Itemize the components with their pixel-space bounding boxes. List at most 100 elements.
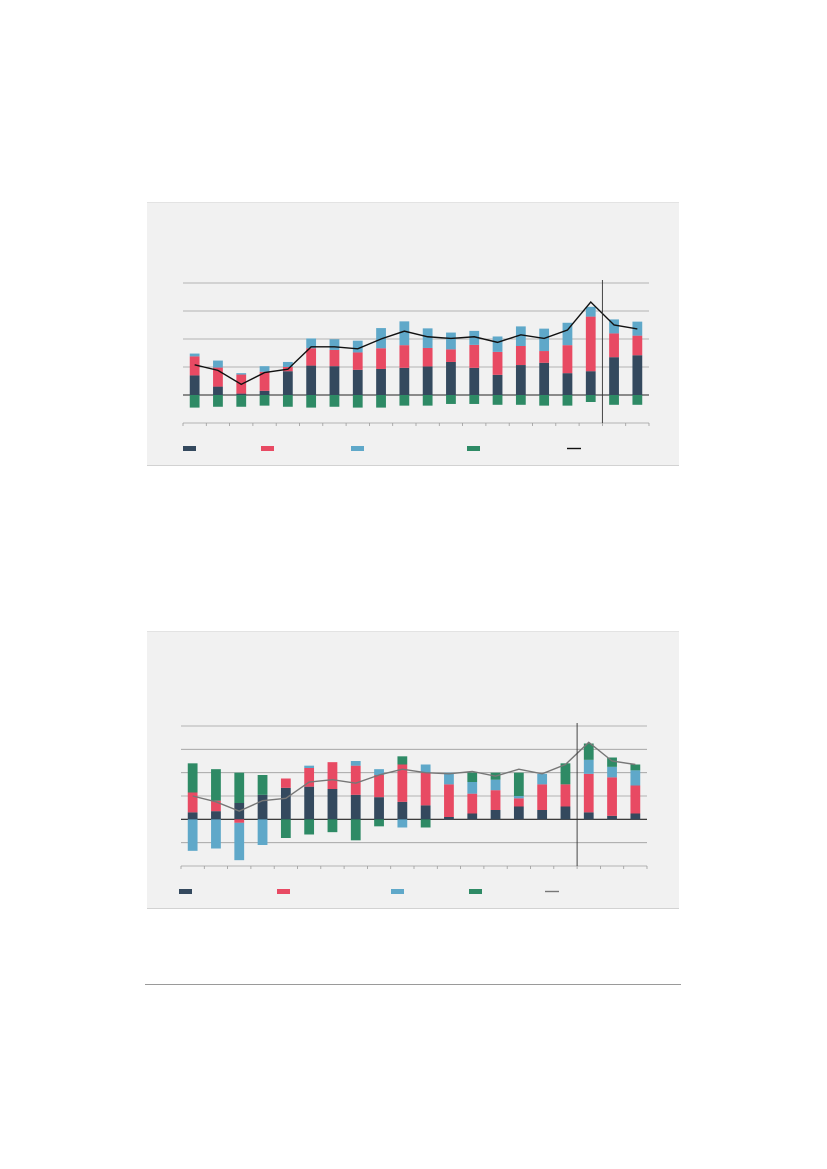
- legend-swatch: [469, 889, 482, 894]
- bar-segment: [560, 806, 571, 820]
- bar-segment: [213, 395, 223, 407]
- bar-segment: [327, 762, 338, 789]
- bar-segment: [329, 395, 340, 407]
- bar-segment: [446, 361, 456, 395]
- legend-swatch: [261, 446, 274, 451]
- bar-segment: [327, 789, 338, 820]
- bar-segment: [236, 373, 247, 375]
- bar-segment: [492, 395, 503, 405]
- bar-segment: [187, 812, 198, 820]
- bar-segment: [537, 773, 548, 785]
- bar-segment: [420, 819, 431, 828]
- bar-segment: [469, 330, 480, 345]
- bar-segment: [607, 815, 617, 820]
- bar-segment: [189, 356, 200, 376]
- bar-segment: [492, 336, 503, 352]
- bar-segment: [515, 365, 526, 395]
- bar-segment: [350, 819, 361, 841]
- bar-segment: [213, 360, 223, 368]
- bar-segment: [422, 347, 433, 367]
- bar-segment: [280, 787, 291, 820]
- bar-segment: [467, 772, 478, 782]
- bar-segment: [560, 763, 571, 785]
- stacked-bar-chart-2: [179, 723, 648, 894]
- bar-segment: [515, 346, 526, 366]
- bar-segment: [259, 395, 270, 406]
- bar-segment: [350, 765, 361, 795]
- bar-segment: [234, 822, 245, 861]
- bar-segment: [399, 395, 410, 406]
- legend-swatch: [351, 446, 364, 451]
- bar-segment: [234, 772, 245, 803]
- bar-segment: [376, 348, 386, 369]
- bar-segment: [444, 772, 454, 785]
- bar-segment: [280, 819, 291, 838]
- bar-segment: [469, 344, 480, 368]
- bar-segment: [583, 812, 594, 820]
- bar-segment: [490, 790, 501, 810]
- bar-segment: [446, 332, 456, 350]
- bar-segment: [422, 395, 433, 406]
- bar-segment: [374, 797, 384, 820]
- bar-segment: [562, 345, 573, 374]
- bar-segment: [585, 316, 596, 372]
- legend-swatch: [467, 446, 480, 451]
- bar-segment: [562, 322, 573, 346]
- bar-segment: [513, 806, 524, 820]
- legend-swatch: [277, 889, 290, 894]
- bar-segment: [327, 819, 338, 833]
- bar-segment: [257, 794, 268, 820]
- bar-segment: [259, 390, 270, 395]
- bar-segment: [304, 819, 315, 835]
- bar-segment: [422, 366, 433, 395]
- bar-segment: [397, 801, 408, 820]
- bar-segment: [304, 765, 315, 768]
- bar-segment: [492, 351, 503, 375]
- bar-segment: [399, 321, 410, 346]
- page-divider: [145, 984, 681, 985]
- bar-segment: [282, 371, 293, 395]
- bar-segment: [537, 784, 548, 810]
- line-series: [194, 301, 638, 386]
- bar-segment: [329, 339, 340, 350]
- bar-segment: [469, 367, 480, 395]
- bar-segment: [329, 366, 340, 395]
- bar-segment: [490, 810, 501, 820]
- legend-swatch: [183, 446, 196, 451]
- bar-segment: [469, 395, 480, 404]
- bar-segment: [352, 369, 363, 395]
- bar-segment: [213, 367, 223, 387]
- bar-segment: [539, 328, 550, 352]
- bar-segment: [397, 819, 408, 828]
- bar-segment: [234, 819, 245, 823]
- bar-segment: [513, 772, 524, 796]
- bar-segment: [236, 395, 247, 407]
- bar-segment: [211, 769, 221, 801]
- legend-swatch: [179, 889, 192, 894]
- bar-segment: [304, 786, 315, 820]
- bar-segment: [329, 349, 340, 367]
- bar-segment: [444, 784, 454, 817]
- bar-segment: [609, 357, 619, 395]
- bar-segment: [632, 355, 643, 395]
- bar-segment: [467, 813, 478, 820]
- bar-segment: [189, 353, 200, 357]
- bar-segment: [350, 761, 361, 766]
- bar-segment: [562, 395, 573, 406]
- bar-segment: [585, 306, 596, 317]
- bar-segment: [446, 395, 456, 404]
- bar-segment: [304, 768, 315, 787]
- bar-segment: [397, 756, 408, 765]
- bar-segment: [585, 371, 596, 395]
- chart-panel-2: [147, 631, 679, 909]
- bar-segment: [257, 775, 268, 795]
- bar-segment: [376, 328, 386, 349]
- bar-segment: [374, 769, 384, 775]
- bar-segment: [352, 340, 363, 353]
- bar-segment: [399, 345, 410, 368]
- bar-segment: [280, 778, 291, 788]
- bar-segment: [397, 764, 408, 802]
- bar-segment: [609, 319, 619, 334]
- bar-segment: [537, 810, 548, 820]
- bar-segment: [259, 371, 270, 391]
